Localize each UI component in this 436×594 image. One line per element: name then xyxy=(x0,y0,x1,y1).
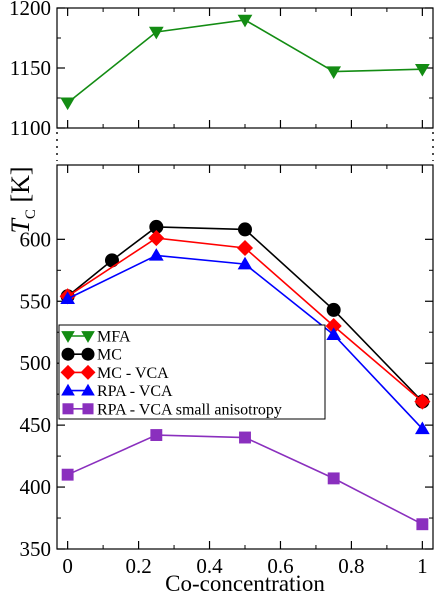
data-point-mc xyxy=(149,219,164,234)
data-point-mc xyxy=(238,222,252,237)
legend-marker-mfa xyxy=(81,331,95,343)
legend-label-rpa-vca: RPA - VCA xyxy=(97,383,173,400)
x-tick-label: 0.8 xyxy=(338,554,364,578)
legend-marker-mfa xyxy=(61,331,75,343)
legend-marker-mc xyxy=(61,347,75,361)
x-tick-label: 0.4 xyxy=(196,554,223,578)
data-point-rpa-vca xyxy=(60,291,75,305)
data-point-rpa-vca xyxy=(237,256,253,270)
legend-marker-rpa-vca-small-anisotropy xyxy=(82,403,94,415)
data-point-mfa xyxy=(60,97,75,111)
data-point-rpa-vca-small-anisotropy xyxy=(150,429,163,441)
legend-label-rpa-vca-small-anisotropy: RPA - VCA small anisotropy xyxy=(97,401,282,418)
lower-y-tick-label: 500 xyxy=(20,351,52,375)
legend-marker-mc xyxy=(81,347,95,361)
data-point-mfa xyxy=(237,14,253,28)
data-point-mc-vca xyxy=(414,393,431,410)
data-point-rpa-vca xyxy=(326,327,342,340)
data-point-mc-vca xyxy=(148,230,165,247)
legend-label-mc-vca: MC - VCA xyxy=(97,365,169,382)
legend-marker-rpa-vca-small-anisotropy xyxy=(62,403,74,415)
data-point-mc xyxy=(104,253,119,268)
data-point-rpa-vca xyxy=(148,248,164,261)
series-line-mc xyxy=(67,226,423,403)
x-tick-label: 0.6 xyxy=(267,554,293,578)
data-point-rpa-vca-small-anisotropy xyxy=(61,468,74,481)
lower-y-tick-label: 350 xyxy=(20,537,52,561)
upper-y-tick-label: 1100 xyxy=(10,116,51,140)
y-axis-label: TC [K] xyxy=(6,166,39,233)
lower-y-tick-label: 450 xyxy=(20,413,52,437)
data-point-rpa-vca-small-anisotropy xyxy=(327,472,340,485)
x-tick-label: 0.2 xyxy=(125,554,151,578)
data-point-mc-vca xyxy=(325,317,342,335)
x-tick-label: 0 xyxy=(62,554,73,578)
legend-marker-rpa-vca xyxy=(81,383,95,396)
legend-marker-mc-vca xyxy=(60,364,76,380)
upper-y-tick-label: 1150 xyxy=(10,56,51,80)
legend-label-mfa: MFA xyxy=(97,329,131,346)
upper-y-tick-label: 1200 xyxy=(9,0,51,20)
data-point-mc-vca xyxy=(236,239,254,257)
legend-label-mc: MC xyxy=(97,347,122,364)
lower-y-tick-label: 400 xyxy=(20,475,52,499)
lower-y-tick-label: 550 xyxy=(20,289,52,313)
data-point-mfa xyxy=(326,66,342,79)
data-point-mfa xyxy=(148,26,164,40)
data-point-rpa-vca-small-anisotropy xyxy=(239,431,251,444)
lower-y-tick-label: 600 xyxy=(20,227,52,251)
data-point-rpa-vca-small-anisotropy xyxy=(416,518,429,531)
data-point-mc xyxy=(326,302,341,317)
data-point-rpa-vca xyxy=(415,421,430,435)
x-axis-label: Co-concentration xyxy=(165,571,325,594)
data-point-mfa xyxy=(415,63,430,77)
legend-marker-mc-vca xyxy=(80,364,96,380)
legend-marker-rpa-vca xyxy=(61,383,75,396)
legend-box xyxy=(58,324,326,420)
x-tick-label: 1 xyxy=(417,554,428,578)
